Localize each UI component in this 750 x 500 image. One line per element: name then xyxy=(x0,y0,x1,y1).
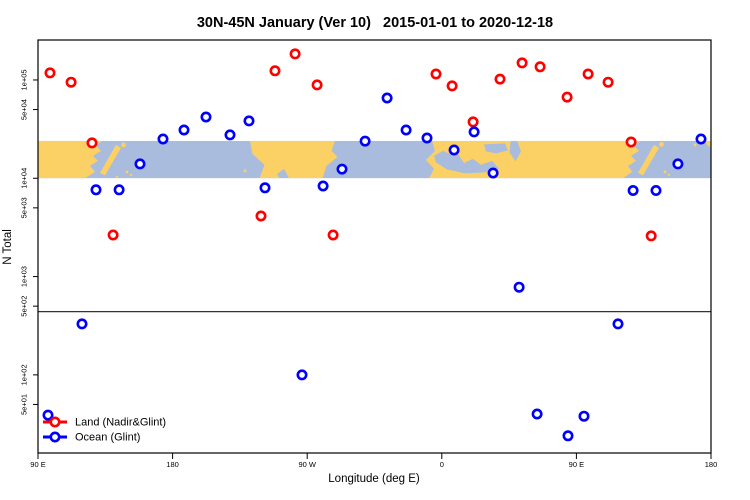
x-axis-label: Longitude (deg E) xyxy=(328,473,420,485)
y-tick-label: 5e+02 xyxy=(20,296,29,317)
data-point xyxy=(534,61,546,73)
legend-item-ocean: Ocean (Glint) xyxy=(43,431,140,444)
data-point xyxy=(65,76,77,88)
data-point xyxy=(311,79,323,91)
data-point xyxy=(561,91,573,103)
data-point xyxy=(562,430,574,442)
data-point xyxy=(317,180,329,192)
x-tick-label: 180 xyxy=(705,460,718,469)
data-point xyxy=(224,129,236,141)
world-map-band xyxy=(38,140,711,179)
legend-item-land: Land (Nadir&Glint) xyxy=(43,416,166,429)
data-point xyxy=(421,132,433,144)
data-point xyxy=(627,185,639,197)
data-point xyxy=(76,318,88,330)
y-tick-label: 5e+04 xyxy=(20,99,29,120)
data-point xyxy=(695,133,707,145)
y-tick-label: 1e+03 xyxy=(20,266,29,287)
series-ocean xyxy=(42,92,707,442)
data-point xyxy=(107,229,119,241)
y-tick-label: 1e+05 xyxy=(20,69,29,90)
data-point xyxy=(134,158,146,170)
data-point xyxy=(296,369,308,381)
data-point xyxy=(336,163,348,175)
data-point xyxy=(650,185,662,197)
map-land-overlay xyxy=(458,140,467,164)
data-point xyxy=(578,410,590,422)
data-point xyxy=(400,124,412,136)
data-point xyxy=(86,137,98,149)
plot-area xyxy=(38,40,711,453)
series-land xyxy=(44,48,657,242)
legend-label-ocean: Ocean (Glint) xyxy=(75,432,140,444)
data-point xyxy=(602,76,614,88)
y-tick-label: 1e+02 xyxy=(20,364,29,385)
data-point xyxy=(259,182,271,194)
x-tick-label: 90 E xyxy=(30,460,45,469)
data-point xyxy=(468,126,480,138)
x-tick-label: 90 W xyxy=(298,460,316,469)
x-tick-label: 90 E xyxy=(569,460,584,469)
data-points-layer xyxy=(42,48,707,442)
x-tick-label: 0 xyxy=(440,460,444,469)
data-point xyxy=(157,133,169,145)
data-point xyxy=(448,144,460,156)
legend-marker-land-icon xyxy=(49,416,61,428)
data-point xyxy=(113,184,125,196)
data-point xyxy=(178,124,190,136)
map-land xyxy=(38,140,711,179)
data-point xyxy=(381,92,393,104)
data-point xyxy=(44,67,56,79)
data-point xyxy=(645,230,657,242)
legend-label-land: Land (Nadir&Glint) xyxy=(75,417,166,429)
data-point xyxy=(90,184,102,196)
y-axis-ticks: 1e+05 5e+04 1e+04 5e+03 1e+03 5e+02 1e+02 5e+01 xyxy=(20,69,38,415)
data-point xyxy=(289,48,301,60)
x-tick-label: 180 xyxy=(166,460,179,469)
data-point xyxy=(672,158,684,170)
data-point xyxy=(487,167,499,179)
data-point xyxy=(269,65,281,77)
data-point xyxy=(430,68,442,80)
y-tick-label: 5e+03 xyxy=(20,197,29,218)
x-axis-ticks: 90 E 180 90 W 0 90 E 180 xyxy=(30,453,718,469)
legend-marker-ocean-icon xyxy=(49,431,61,443)
data-point xyxy=(467,116,479,128)
plot-border xyxy=(37,39,712,454)
data-point xyxy=(42,409,54,421)
data-point xyxy=(531,408,543,420)
data-point xyxy=(516,57,528,69)
y-tick-label: 1e+04 xyxy=(20,168,29,189)
data-point xyxy=(494,73,506,85)
data-point xyxy=(625,136,637,148)
data-point xyxy=(200,111,212,123)
data-point xyxy=(612,318,624,330)
legend: Land (Nadir&Glint) Ocean (Glint) xyxy=(43,416,166,444)
data-point xyxy=(582,68,594,80)
data-point xyxy=(327,229,339,241)
y-tick-label: 5e+01 xyxy=(20,394,29,415)
data-point xyxy=(446,80,458,92)
y-axis-label: N Total xyxy=(2,229,14,265)
chart-title: 30N-45N January (Ver 10) 2015-01-01 to 2… xyxy=(197,15,553,31)
data-point xyxy=(255,210,267,222)
data-point xyxy=(243,115,255,127)
data-point xyxy=(513,281,525,293)
data-point xyxy=(359,135,371,147)
map-seas xyxy=(434,140,521,174)
